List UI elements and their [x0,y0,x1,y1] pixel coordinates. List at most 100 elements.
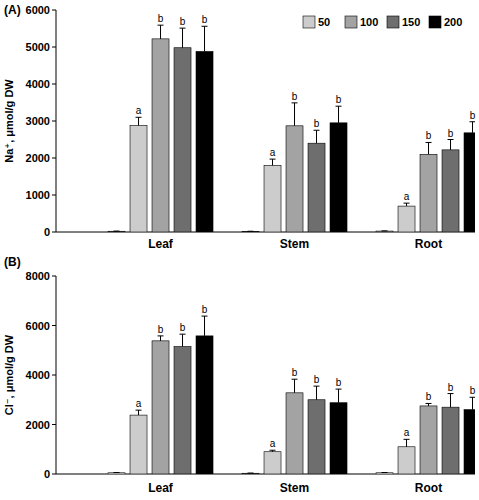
error-cap [426,403,432,404]
significance-letter: b [426,391,432,402]
error-bar [426,142,432,154]
bar [242,231,259,232]
y-tick-label: 8000 [26,270,50,282]
error-bar [470,122,475,133]
error-cap [248,231,254,232]
legend-label: 200 [444,16,462,28]
error-bar [270,159,276,165]
y-tick-label: 6000 [26,4,50,16]
error-cap [382,230,388,231]
significance-letter: b [158,13,164,24]
bar [442,407,459,474]
bar [376,231,393,232]
y-tick [52,10,56,11]
error-bar [382,472,388,473]
error-stem [316,130,317,143]
error-stem [428,142,429,154]
bar [174,347,191,474]
significance-letter: b [180,16,186,27]
y-tick [52,121,56,122]
significance-letter: a [404,427,410,438]
error-cap [180,334,186,335]
error-cap [158,25,164,26]
y-tick [52,195,56,196]
error-cap [314,386,320,387]
bar [174,48,191,232]
error-cap [448,393,454,394]
bar [442,150,459,232]
error-stem [160,336,161,341]
error-bar [158,336,164,341]
error-cap [448,139,454,140]
x-tick-label: Leaf [148,237,174,251]
y-tick [52,375,56,376]
y-tick [52,232,56,233]
legend-swatch [429,16,441,28]
x-tick-label: Root [415,481,442,495]
x-tick-label: Stem [280,481,309,495]
bar [398,206,415,232]
error-bar [336,106,342,123]
error-bar [248,473,254,474]
y-tick-label: 4000 [26,78,50,90]
significance-letter: a [136,105,142,116]
panel-label: (A) [4,3,21,17]
y-tick [52,325,56,326]
error-bar [426,403,432,405]
y-tick-label: 4000 [26,369,50,381]
error-cap [248,473,254,474]
significance-letter: b [426,130,432,141]
error-bar [202,26,208,51]
error-cap [202,316,208,317]
significance-letter: b [336,377,342,388]
error-stem [138,410,139,415]
significance-letter: b [292,91,298,102]
figure: (A)Na⁺, μmol/g DW01000200030004000500060… [0,0,479,500]
error-cap [382,472,388,473]
error-bar [314,386,320,400]
error-bar [470,397,475,409]
y-tick [52,276,56,277]
error-cap [336,389,342,390]
y-axis [56,10,57,232]
legend-swatch [303,16,315,28]
error-cap [336,106,342,107]
significance-letter: b [448,382,454,393]
bar [308,143,325,232]
bar [308,400,325,474]
panel-label: (B) [4,255,21,269]
marks [108,25,475,232]
error-bar [448,394,454,408]
error-stem [450,140,451,150]
error-stem [338,389,339,403]
error-bar [404,203,410,206]
error-stem [472,122,473,133]
bar [398,447,415,474]
error-bar [180,28,186,48]
marks [108,316,475,474]
error-cap [158,335,164,336]
y-tick [52,158,56,159]
error-cap [202,26,208,27]
error-stem [138,117,139,125]
bar [330,123,347,232]
error-stem [450,394,451,408]
error-cap [270,159,276,160]
error-cap [270,450,276,451]
y-tick [52,424,56,425]
bar [420,406,437,474]
error-bar [314,130,320,143]
error-bar [136,117,142,125]
x-tick-label: Stem [280,237,309,251]
significance-letter: b [314,118,320,129]
bar [130,415,147,474]
error-bar [158,25,164,39]
error-bar [292,379,298,393]
error-bar [114,472,120,473]
error-stem [182,28,183,48]
significance-letter: b [470,385,476,396]
bar [196,336,213,474]
bar [464,133,475,232]
significance-letter: b [448,128,454,139]
bar [264,452,281,474]
